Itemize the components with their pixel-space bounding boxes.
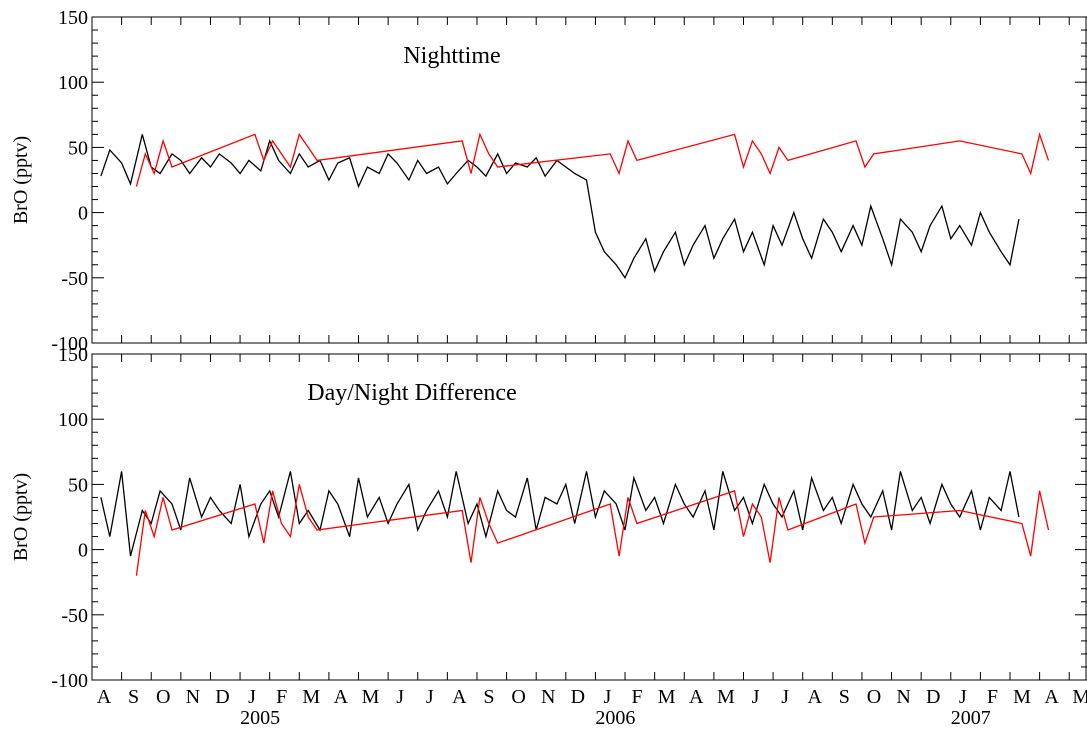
x-month-label: J: [752, 686, 760, 708]
x-month-label: J: [396, 686, 404, 708]
x-month-label: N: [896, 686, 910, 708]
y-tick-label: 100: [58, 72, 88, 94]
x-month-label: D: [215, 686, 229, 708]
plot-frame-1: [91, 16, 1087, 344]
y-tick-label: 150: [58, 344, 88, 366]
x-month-label: D: [926, 686, 940, 708]
x-month-label: J: [426, 686, 434, 708]
x-month-label: J: [781, 686, 789, 708]
y-tick-label: 0: [78, 540, 88, 562]
y-tick-label: -100: [51, 670, 88, 692]
x-month-label: A: [334, 686, 349, 708]
x-month-label: O: [511, 686, 525, 708]
x-month-label: O: [156, 686, 170, 708]
x-month-label: J: [604, 686, 612, 708]
x-month-label: S: [839, 686, 850, 708]
x-month-label: F: [276, 686, 287, 708]
y-axis-label: BrO (pptv): [10, 473, 32, 561]
x-month-label: A: [1044, 686, 1059, 708]
y-tick-label: 150: [58, 7, 88, 29]
x-month-label: M: [362, 686, 380, 708]
x-month-label: M: [717, 686, 735, 708]
x-month-label: A: [452, 686, 467, 708]
x-month-label: S: [128, 686, 139, 708]
x-month-label: A: [689, 686, 704, 708]
x-month-label: N: [541, 686, 555, 708]
x-year-label: 2006: [595, 707, 635, 728]
panel-title: Nighttime: [403, 43, 500, 69]
x-month-label: A: [807, 686, 822, 708]
x-month-label: F: [987, 686, 998, 708]
series-line-red: [135, 484, 1050, 576]
x-year-label: 2007: [951, 707, 991, 728]
panel-title: Day/Night Difference: [307, 380, 516, 406]
y-tick-label: 50: [68, 137, 88, 159]
x-month-label: O: [867, 686, 881, 708]
x-month-label: J: [959, 686, 967, 708]
plot-frame-2: [91, 353, 1087, 681]
y-tick-label: 0: [78, 203, 88, 225]
series-line-black: [100, 471, 1020, 557]
x-month-label: M: [1072, 686, 1087, 708]
y-tick-label: 50: [68, 474, 88, 496]
y-tick-label: -50: [61, 268, 88, 290]
x-month-label: N: [186, 686, 200, 708]
x-month-label: D: [571, 686, 585, 708]
x-month-label: J: [248, 686, 256, 708]
x-month-label: M: [658, 686, 676, 708]
series-line-black: [100, 134, 1020, 280]
y-tick-label: -100: [51, 333, 88, 355]
y-tick-label: -50: [61, 605, 88, 627]
x-month-label: F: [631, 686, 642, 708]
x-month-label: M: [302, 686, 320, 708]
series-line-red: [135, 132, 1050, 187]
y-axis-label: BrO (pptv): [10, 136, 32, 224]
y-tick-label: 100: [58, 409, 88, 431]
x-month-label: A: [97, 686, 112, 708]
x-month-label: M: [1013, 686, 1031, 708]
x-year-label: 2005: [240, 707, 280, 728]
x-month-label: S: [483, 686, 494, 708]
